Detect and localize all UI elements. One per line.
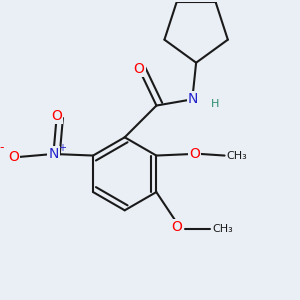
Text: CH₃: CH₃ [226,151,247,160]
Text: +: + [58,142,66,153]
Text: O: O [8,150,19,164]
Text: N: N [48,147,59,161]
Text: -: - [0,141,4,154]
Text: H: H [212,99,220,109]
Text: CH₃: CH₃ [212,224,232,234]
Text: N: N [188,92,198,106]
Text: O: O [134,62,144,76]
Text: O: O [189,147,200,161]
Text: O: O [51,109,62,123]
Text: O: O [172,220,182,234]
